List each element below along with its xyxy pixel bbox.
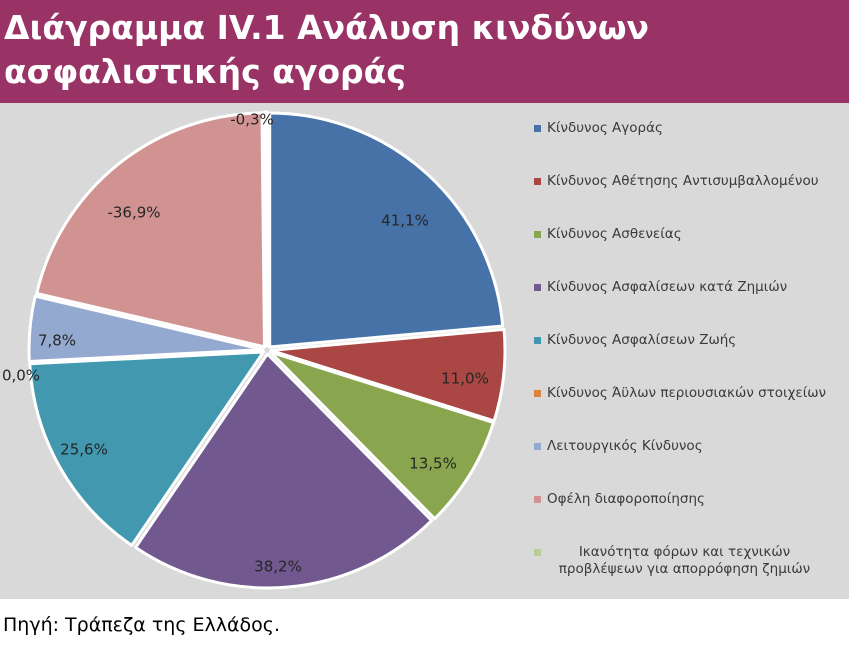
legend-label: Κίνδυνος Ασθενείας [547,226,682,242]
legend-swatch [534,390,541,397]
legend-label: Οφέλη διαφοροποίησης [547,491,705,507]
pie-chart: 41,1% 11,0% 13,5% 38,2% 25,6% 0,0% 7,8% -36,9% -… [2,110,507,590]
pie-slice [27,294,265,363]
legend-swatch [534,284,541,291]
source-note: Πηγή: Τράπεζα της Ελλάδος. [3,614,280,636]
chart-header: Διάγραμμα IV.1 Ανάλυση κινδύνων ασφαλιστ… [0,0,849,103]
legend-swatch [534,231,541,238]
pie-slice [268,350,496,521]
legend-swatch [534,125,541,132]
legend-swatch [534,443,541,450]
data-label: 0,0% [2,367,40,385]
chart-area: 41,1% 11,0% 13,5% 38,2% 25,6% 0,0% 7,8% -36,9% -… [0,103,849,599]
pie-slice [268,111,505,349]
legend-label: Κίνδυνος Ασφαλίσεων Ζωής [547,332,737,348]
legend-label: Ικανότητα φόρων και τεχνικών προβλέψεων … [558,544,811,577]
legend-label: Κίνδυνος Ασφαλίσεων κατά Ζημιών [547,279,788,295]
legend-swatch [534,337,541,344]
data-label: 25,6% [60,441,108,459]
pie-slice [35,111,266,349]
data-label: 38,2% [254,558,302,576]
legend-label: Λειτουργικός Κίνδυνος [547,438,703,454]
legend-label: Κίνδυνος Άϋλων περιουσιακών στοιχείων [547,385,827,401]
chart-title: Διάγραμμα IV.1 Ανάλυση κινδύνων ασφαλιστ… [4,8,650,91]
legend-swatch [534,178,541,185]
pie-slice [262,110,269,348]
data-label: -0,3% [230,111,274,129]
legend-swatch [534,496,541,503]
legend-label: Κίνδυνος Αγοράς [547,120,663,136]
data-label: 11,0% [441,370,489,388]
pie-slice [134,352,434,590]
legend-swatch [534,549,541,556]
data-label: 13,5% [409,455,457,473]
pie-slice [269,327,507,423]
pie-slice [28,350,266,547]
legend-label: Κίνδυνος Αθέτησης Αντισυμβαλλομένου [547,173,819,189]
data-label: -36,9% [107,204,160,222]
data-label: 41,1% [381,212,429,230]
data-label: 7,8% [38,332,76,350]
